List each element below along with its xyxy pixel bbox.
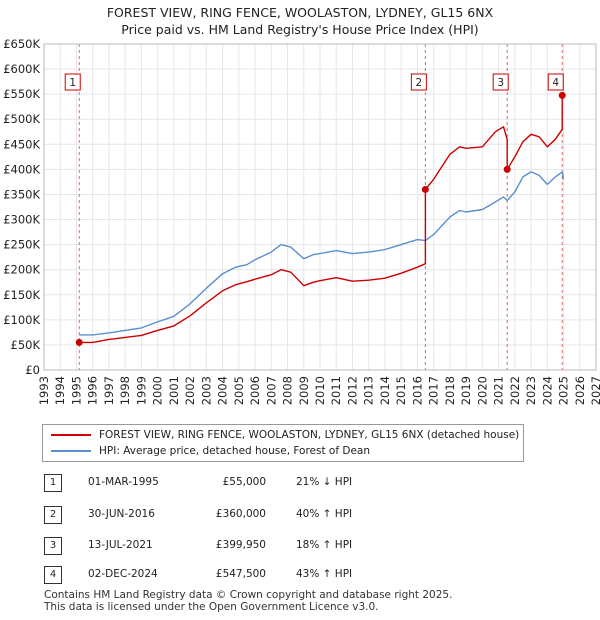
transaction-date: 13-JUL-2021: [88, 539, 153, 551]
transaction-label-box: [410, 73, 427, 91]
x-tick-label: 2004: [216, 376, 230, 405]
legend-swatch-property: [51, 434, 91, 436]
x-tick-label: 2018: [443, 376, 457, 405]
legend-item-property: FOREST VIEW, RING FENCE, WOOLASTON, LYDN…: [51, 427, 519, 443]
x-tick-label: 2022: [508, 376, 522, 405]
x-tick-label: 2010: [313, 376, 327, 405]
legend-item-hpi: HPI: Average price, detached house, Fore…: [51, 443, 370, 459]
legend-label-property: FOREST VIEW, RING FENCE, WOOLASTON, LYDN…: [99, 429, 520, 441]
series-line-hpi: [79, 171, 565, 336]
transaction-number: 1: [44, 474, 62, 492]
x-tick-label: 2007: [264, 376, 278, 405]
transaction-label-box: [64, 73, 81, 91]
transaction-date: 30-JUN-2016: [88, 508, 155, 520]
y-tick-label: £650K: [3, 37, 40, 51]
x-tick-label: 2013: [362, 376, 376, 405]
x-tick-label: 2003: [199, 376, 213, 405]
x-tick-label: 2011: [329, 376, 343, 405]
x-tick-label: 2005: [232, 376, 246, 405]
y-tick-label: £400K: [3, 162, 40, 176]
transaction-hpi-delta: 21% ↓ HPI: [296, 476, 353, 488]
footer-copyright: Contains HM Land Registry data © Crown c…: [44, 589, 453, 601]
transaction-label: 4: [552, 77, 559, 89]
y-tick-label: £550K: [3, 87, 40, 101]
x-tick-label: 2009: [297, 376, 311, 405]
y-tick-label: £200K: [3, 263, 40, 277]
x-tick-label: 2026: [573, 376, 587, 405]
transaction-point: [503, 165, 511, 173]
transaction-point: [75, 338, 83, 346]
x-tick-label: 1993: [37, 376, 51, 405]
x-tick-label: 2019: [459, 376, 473, 405]
x-tick-label: 2008: [281, 376, 295, 405]
transaction-label: 2: [416, 77, 423, 89]
x-tick-label: 2002: [183, 376, 197, 405]
transaction-price: £55,000: [222, 476, 266, 488]
transaction-price: £360,000: [215, 508, 266, 520]
x-tick-label: 2021: [492, 376, 506, 405]
x-tick-label: 1997: [102, 376, 116, 405]
transaction-hpi-delta: 18% ↑ HPI: [296, 539, 353, 551]
y-tick-label: £100K: [3, 313, 40, 327]
series-line-property: [79, 92, 565, 344]
x-tick-label: 2000: [151, 376, 165, 405]
y-tick-label: £300K: [3, 213, 40, 227]
transaction-price: £399,950: [215, 539, 266, 551]
x-tick-label: 2014: [378, 376, 392, 405]
transaction-point: [421, 185, 429, 193]
y-tick-label: £150K: [3, 288, 40, 302]
transaction-hpi-delta: 43% ↑ HPI: [296, 568, 353, 580]
chart-title: FOREST VIEW, RING FENCE, WOOLASTON, LYDN…: [0, 4, 600, 38]
y-tick-label: £600K: [3, 62, 40, 76]
x-tick-label: 2024: [540, 376, 554, 405]
legend: FOREST VIEW, RING FENCE, WOOLASTON, LYDN…: [42, 424, 524, 462]
transaction-number: 3: [44, 537, 62, 555]
chart-subtitle: Price paid vs. HM Land Registry's House …: [121, 22, 479, 37]
x-tick-label: 1998: [118, 376, 132, 405]
x-tick-label: 2016: [410, 376, 424, 405]
x-tick-label: 2015: [394, 376, 408, 405]
y-tick-label: £0: [25, 363, 40, 377]
x-tick-label: 2025: [557, 376, 571, 405]
transaction-point: [558, 91, 566, 99]
y-tick-label: £250K: [3, 238, 40, 252]
plot-frame: [43, 43, 597, 371]
price-chart: £0 £50K £100K £150K £200K £250K £300K £350K £400…: [3, 37, 600, 405]
x-tick-label: 2023: [524, 376, 538, 405]
x-tick-label: 2006: [248, 376, 262, 405]
transaction-label: 1: [69, 77, 76, 89]
transaction-label-box: [492, 73, 509, 91]
transaction-label: 3: [497, 77, 504, 89]
transaction-label-box: [547, 73, 564, 91]
x-tick-label: 2020: [475, 376, 489, 405]
x-tick-label: 2017: [427, 376, 441, 405]
footer: Contains HM Land Registry data © Crown c…: [44, 589, 452, 613]
x-tick-label: 1999: [134, 376, 148, 405]
x-tick-label: 1994: [53, 376, 67, 405]
transaction-hpi-delta: 40% ↑ HPI: [296, 508, 353, 520]
transaction-date: 01-MAR-1995: [88, 476, 159, 488]
y-tick-label: £350K: [3, 187, 40, 201]
y-tick-label: £50K: [11, 338, 41, 352]
transaction-number: 2: [44, 506, 62, 524]
transaction-price: £547,500: [215, 568, 266, 580]
y-tick-label: £500K: [3, 112, 40, 126]
x-tick-label: 2027: [589, 376, 600, 405]
footer-licence: This data is licensed under the Open Gov…: [44, 601, 379, 613]
x-tick-label: 1996: [86, 376, 100, 405]
transaction-number: 4: [44, 566, 62, 584]
transaction-date: 02-DEC-2024: [88, 568, 158, 580]
x-tick-label: 1995: [69, 376, 83, 405]
x-tick-label: 2001: [167, 376, 181, 405]
legend-label-hpi: HPI: Average price, detached house, Fore…: [99, 445, 371, 457]
y-tick-label: £450K: [3, 137, 40, 151]
x-tick-label: 2012: [345, 376, 359, 405]
chart-title-line1: FOREST VIEW, RING FENCE, WOOLASTON, LYDN…: [106, 5, 494, 20]
legend-swatch-hpi: [51, 450, 91, 452]
